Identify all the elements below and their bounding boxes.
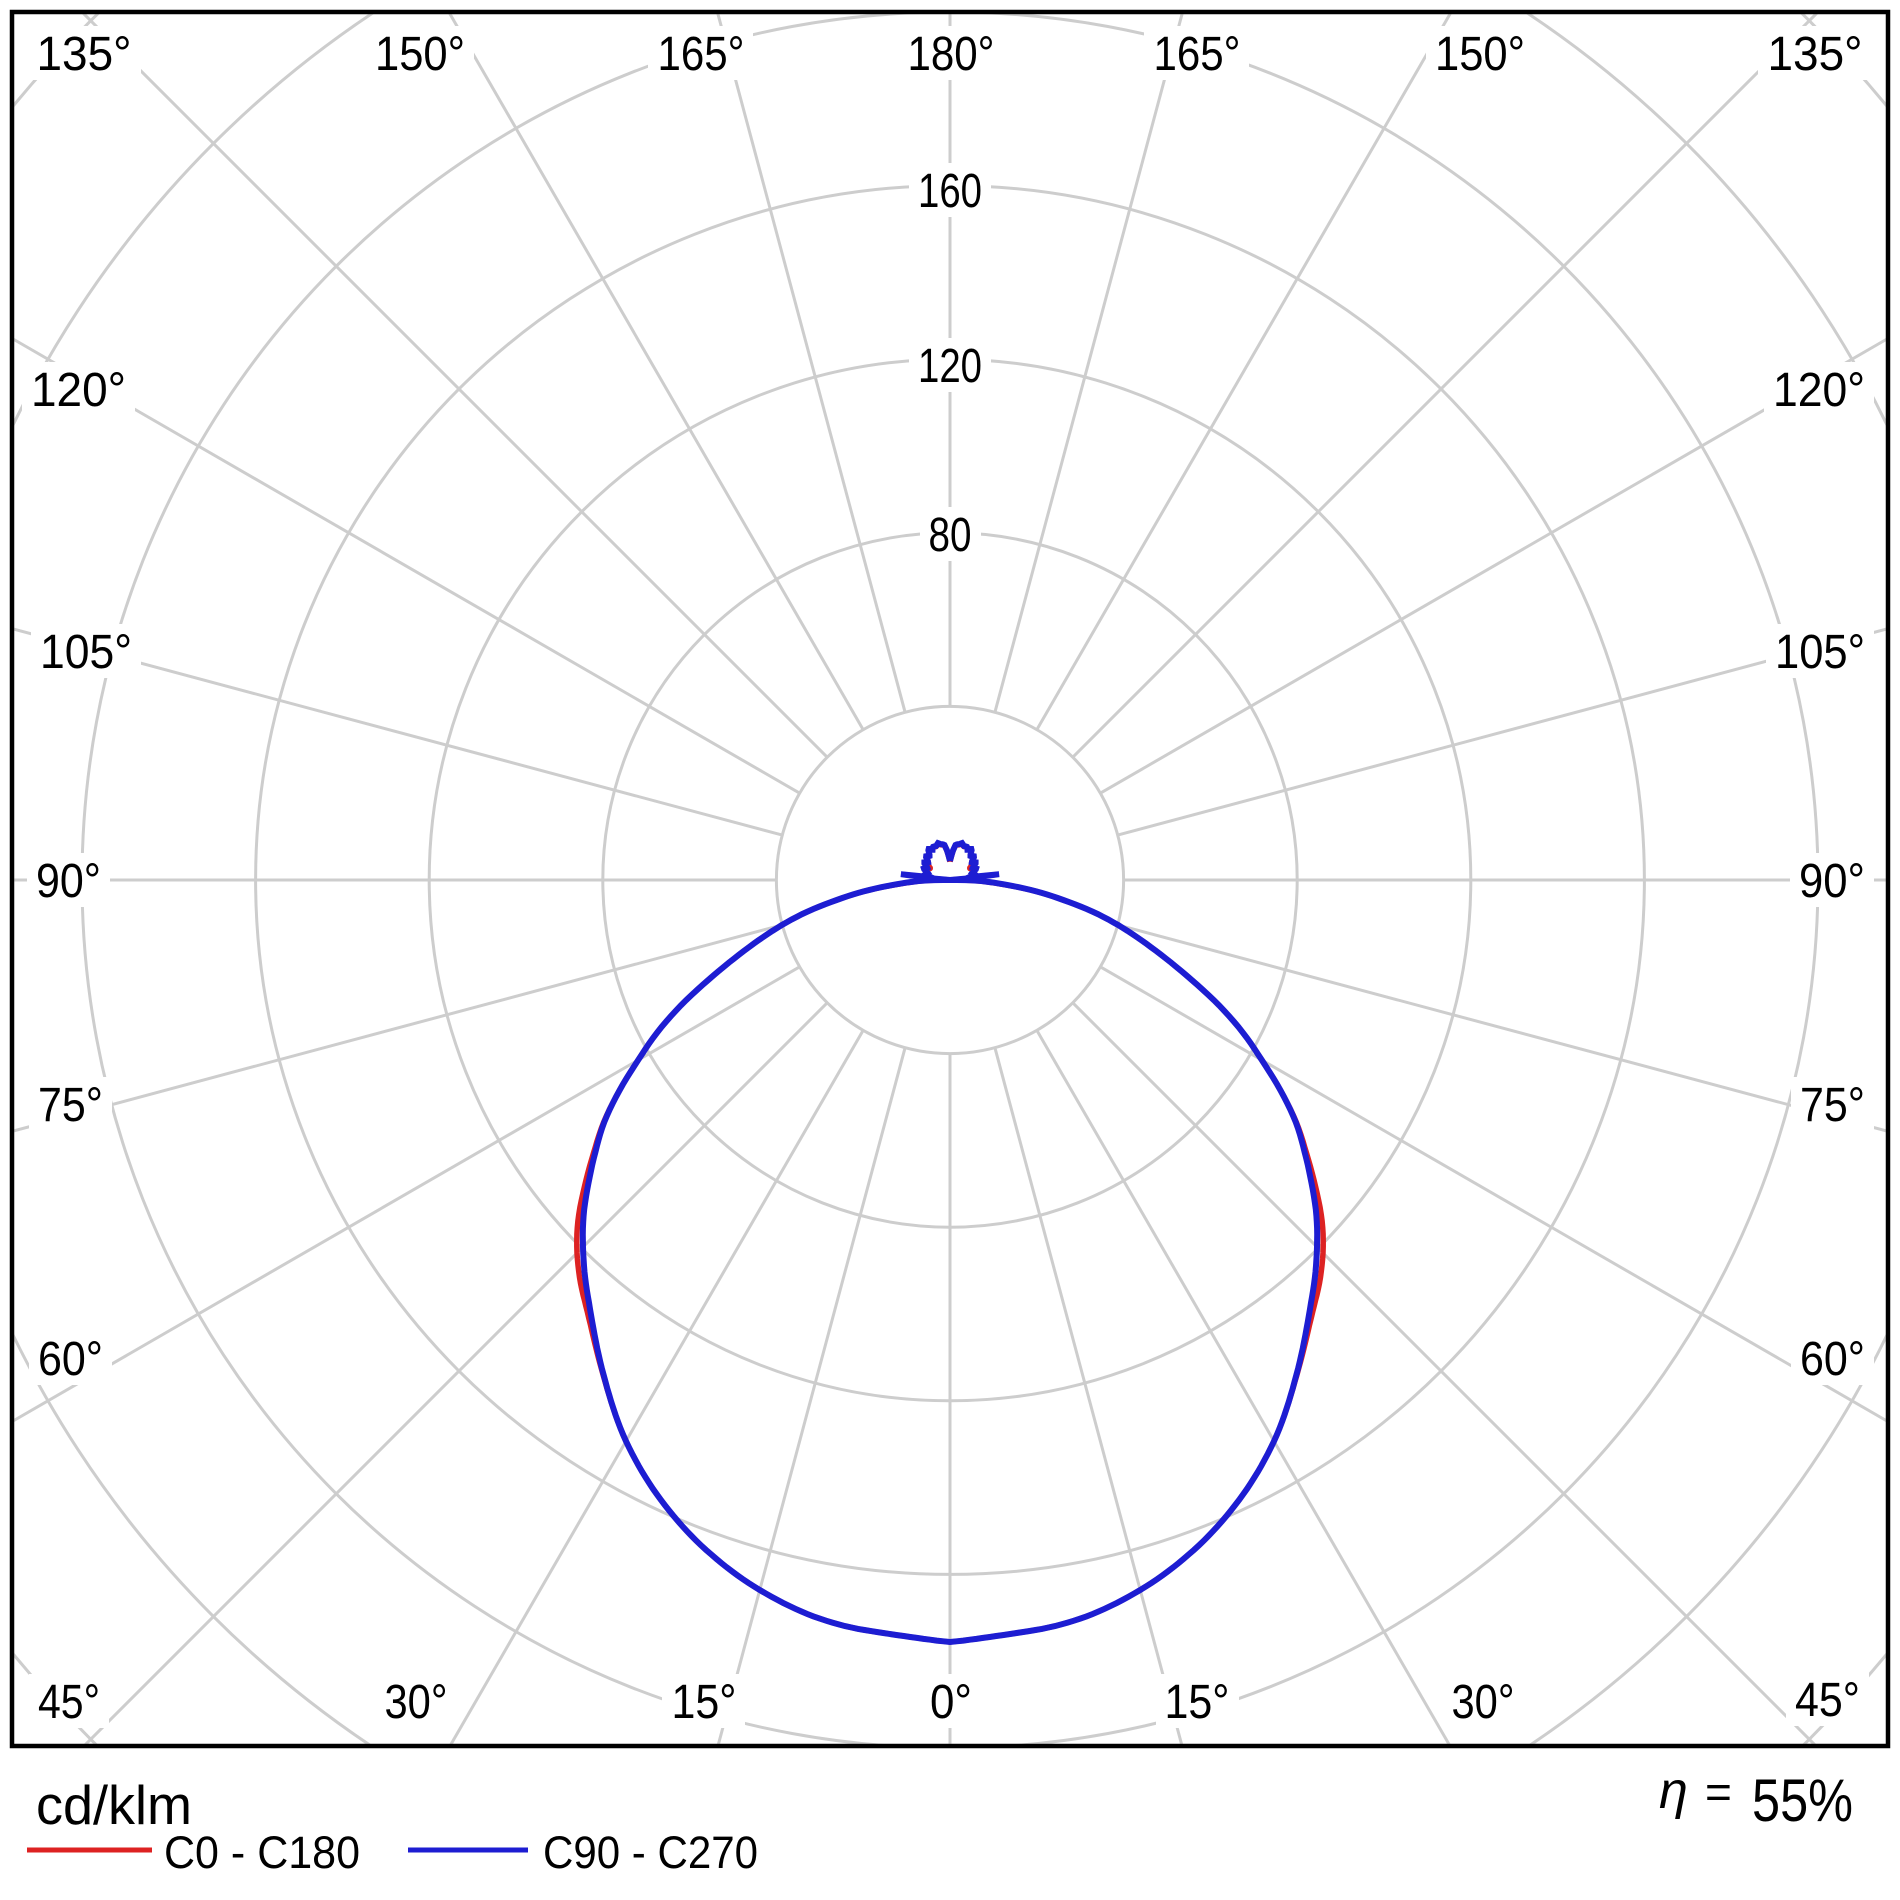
svg-text:15°: 15° bbox=[1165, 1676, 1230, 1729]
svg-text:165°: 165° bbox=[658, 28, 745, 81]
svg-text:135°: 135° bbox=[1768, 28, 1863, 81]
svg-text:150°: 150° bbox=[1435, 28, 1525, 81]
svg-text:15°: 15° bbox=[672, 1676, 737, 1729]
svg-text:60°: 60° bbox=[1800, 1333, 1865, 1386]
svg-text:60°: 60° bbox=[38, 1333, 103, 1386]
svg-text:cd/klm: cd/klm bbox=[36, 1774, 192, 1836]
svg-text:75°: 75° bbox=[38, 1079, 103, 1132]
svg-text:η: η bbox=[1659, 1762, 1688, 1820]
svg-text:90°: 90° bbox=[36, 855, 101, 908]
svg-text:0°: 0° bbox=[930, 1676, 972, 1729]
svg-text:180°: 180° bbox=[908, 28, 995, 81]
svg-text:75°: 75° bbox=[1800, 1079, 1865, 1132]
svg-text:C90 - C270: C90 - C270 bbox=[543, 1827, 758, 1878]
svg-text:C0 - C180: C0 - C180 bbox=[164, 1827, 360, 1878]
svg-text:150°: 150° bbox=[375, 28, 465, 81]
svg-text:135°: 135° bbox=[37, 28, 132, 81]
svg-text:105°: 105° bbox=[40, 626, 132, 679]
svg-text:120: 120 bbox=[918, 340, 982, 393]
svg-text:30°: 30° bbox=[385, 1676, 448, 1729]
svg-text:160: 160 bbox=[918, 165, 982, 218]
svg-text:105°: 105° bbox=[1775, 626, 1865, 679]
svg-text:45°: 45° bbox=[1795, 1674, 1860, 1727]
svg-text:45°: 45° bbox=[38, 1676, 100, 1729]
svg-text:165°: 165° bbox=[1154, 28, 1241, 81]
svg-text:90°: 90° bbox=[1799, 855, 1865, 908]
svg-text:=: = bbox=[1705, 1766, 1732, 1818]
svg-text:55%: 55% bbox=[1752, 1767, 1853, 1834]
svg-text:120°: 120° bbox=[31, 364, 126, 417]
svg-text:80: 80 bbox=[929, 509, 972, 562]
svg-text:30°: 30° bbox=[1452, 1676, 1515, 1729]
svg-text:120°: 120° bbox=[1773, 364, 1865, 417]
